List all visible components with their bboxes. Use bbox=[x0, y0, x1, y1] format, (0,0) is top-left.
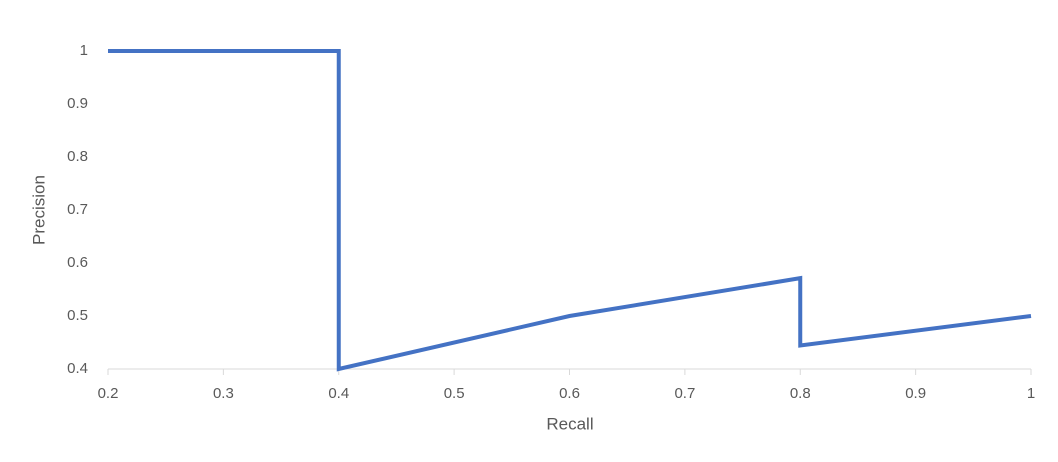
x-tick-label: 0.5 bbox=[444, 385, 465, 402]
y-tick-label: 0.4 bbox=[67, 360, 88, 377]
x-tick-label: 0.6 bbox=[559, 385, 580, 402]
x-axis-title: Recall bbox=[546, 414, 593, 433]
x-tick-label: 1 bbox=[1027, 385, 1035, 402]
x-tick-label: 0.3 bbox=[213, 385, 234, 402]
y-tick-label: 0.5 bbox=[67, 307, 88, 324]
x-tick-label: 0.4 bbox=[328, 385, 349, 402]
y-tick-label: 0.7 bbox=[67, 201, 88, 218]
data-line bbox=[108, 49, 1032, 372]
x-tick-label: 0.9 bbox=[905, 385, 926, 402]
x-tick-label: 0.2 bbox=[98, 385, 119, 402]
y-axis-title: Precision bbox=[29, 175, 48, 245]
y-tick-label: 0.8 bbox=[67, 148, 88, 165]
x-tick-label: 0.7 bbox=[674, 385, 695, 402]
y-tick-label: 1 bbox=[80, 42, 88, 59]
x-tick-label: 0.8 bbox=[790, 385, 811, 402]
y-tick-label: 0.6 bbox=[67, 254, 88, 271]
y-tick-label: 0.9 bbox=[67, 95, 88, 112]
